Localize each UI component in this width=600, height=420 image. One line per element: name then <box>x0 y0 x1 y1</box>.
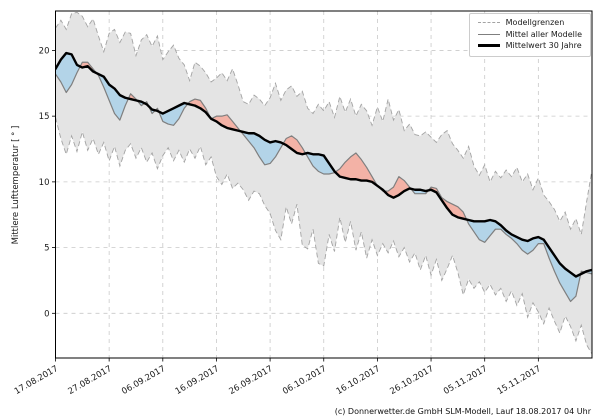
black-line-swatch-icon <box>477 44 500 48</box>
warmer-than-normal-fill <box>384 176 411 198</box>
mean-30-years-line <box>55 51 592 278</box>
gray-line-swatch-icon <box>477 33 500 35</box>
y-tick-label: 0 <box>44 309 49 319</box>
model-range-envelope <box>55 12 592 355</box>
warmer-than-normal-fill <box>211 114 241 132</box>
x-tick-label: 27.08.2017 <box>66 364 113 397</box>
copyright-caption: (c) Donnerwetter.de GmbH SLM-Modell, Lau… <box>334 407 591 416</box>
y-axis-label: Mittlere Lufttemperatur [ ° ] <box>11 125 21 245</box>
x-tick-label: 16.09.2017 <box>174 364 221 397</box>
y-tick-label: 20 <box>39 46 50 56</box>
x-tick-label: 26.10.2017 <box>388 364 435 397</box>
x-tick-label: 17.08.2017 <box>13 364 60 397</box>
chart-legend: Modellgrenzen Mittel aller Modelle Mitte… <box>468 13 591 57</box>
cooler-than-normal-fill <box>305 152 336 174</box>
cooler-than-normal-fill <box>158 103 188 126</box>
x-tick-label: 15.11.2017 <box>496 364 543 397</box>
plot-area <box>55 11 592 355</box>
warmer-than-normal-fill <box>428 187 467 220</box>
y-tick-label: 5 <box>44 244 49 254</box>
cooler-than-normal-fill <box>240 131 284 165</box>
legend-item-modellgrenzen: Modellgrenzen <box>477 17 582 29</box>
dashed-line-swatch-icon <box>477 22 500 24</box>
x-tick-label: 06.10.2017 <box>281 364 328 397</box>
y-axis: 0 5 10 15 20 <box>39 46 56 319</box>
y-tick-label: 10 <box>39 178 50 188</box>
x-tick-label: 06.09.2017 <box>120 364 167 397</box>
y-tick-label: 15 <box>39 112 50 122</box>
x-tick-label: 26.09.2017 <box>227 364 274 397</box>
legend-label: Modellgrenzen <box>505 18 565 27</box>
legend-label: Mittelwert 30 Jahre <box>505 41 582 50</box>
cooler-than-normal-fill <box>96 73 129 121</box>
x-axis: 17.08.2017 27.08.2017 06.09.2017 16.09.2017… <box>13 358 543 397</box>
legend-label: Mittel aller Modelle <box>505 29 582 39</box>
x-tick-label: 05.11.2017 <box>442 364 489 397</box>
warmer-than-normal-fill <box>187 99 212 119</box>
legend-item-mittelwert-30-jahre: Mittelwert 30 Jahre <box>477 40 582 52</box>
x-tick-label: 16.10.2017 <box>335 364 382 397</box>
legend-item-mittel-aller-modelle: Mittel aller Modelle <box>477 29 582 41</box>
warmer-than-normal-fill <box>283 135 306 155</box>
model-range-lower-bound <box>55 117 592 355</box>
